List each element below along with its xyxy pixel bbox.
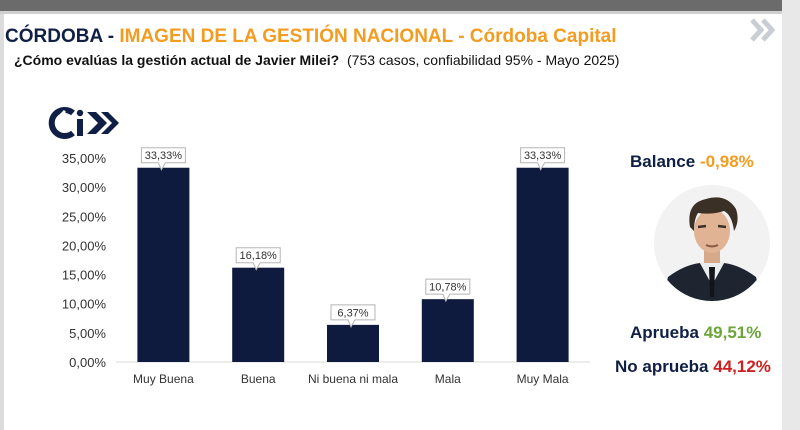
bar <box>137 167 190 362</box>
x-tick-label: Ni buena ni mala <box>308 372 398 386</box>
y-tick-label: 5,00% <box>69 326 106 341</box>
data-label: 33,33% <box>524 150 562 162</box>
aprueba-value: 49,51% <box>703 323 762 342</box>
window-top-bar <box>0 0 800 14</box>
window-right-edge <box>782 0 800 430</box>
x-tick-label: Muy Buena <box>133 372 194 386</box>
title-topic: IMAGEN DE LA GESTIÓN NACIONAL - Córdoba … <box>119 26 617 47</box>
data-label: 33,33% <box>145 150 183 162</box>
bar <box>327 324 379 362</box>
title-region: CÓRDOBA - <box>5 26 120 47</box>
balance-label: Balance <box>630 152 696 171</box>
data-label-callout <box>140 147 186 171</box>
window-top-bar-inner <box>0 0 782 11</box>
no-aprueba-value: 44,12% <box>713 357 771 376</box>
data-label-callout <box>520 147 566 171</box>
y-tick-label: 15,00% <box>62 268 107 283</box>
aprueba-summary: Aprueba 49,51% <box>630 323 761 343</box>
data-label: 10,78% <box>429 282 467 294</box>
balance-value: -0,98% <box>699 152 754 171</box>
data-label-callout <box>425 278 471 303</box>
x-tick-label: Muy Mala <box>517 372 569 386</box>
no-aprueba-label: No aprueba <box>615 357 709 376</box>
window-left-edge <box>0 14 4 430</box>
bar-chart: 0,00% 5,00% 10,00% 15,00% 20,00% 25,00% 30,00%… <box>62 147 590 386</box>
ci-logo <box>48 107 119 139</box>
no-aprueba-summary: No aprueba 44,12% <box>615 357 771 377</box>
page-subtitle: ¿Cómo evalúas la gestión actual de Javie… <box>14 52 619 68</box>
portrait-illustration <box>654 185 770 301</box>
subtitle-question: ¿Cómo evalúas la gestión actual de Javie… <box>14 52 340 68</box>
bar <box>232 267 285 362</box>
y-tick-label: 0,00% <box>69 355 106 370</box>
data-label-callout <box>330 304 376 328</box>
x-tick-label: Mala <box>435 372 461 386</box>
y-tick-label: 10,00% <box>62 297 107 312</box>
page-title: CÓRDOBA - IMAGEN DE LA GESTIÓN NACIONAL … <box>5 26 617 48</box>
bar <box>421 299 474 362</box>
y-tick-label: 25,00% <box>62 209 107 224</box>
data-label: 6,37% <box>337 307 368 319</box>
double-chevron-right-icon[interactable] <box>748 16 778 44</box>
subtitle-details: (753 casos, confiabilidad 95% - Mayo 202… <box>347 52 620 68</box>
y-tick-label: 30,00% <box>62 180 107 195</box>
data-label: 16,18% <box>240 250 278 262</box>
data-label-callout <box>235 247 281 271</box>
bar <box>516 167 569 362</box>
aprueba-label: Aprueba <box>630 323 699 342</box>
x-tick-label: Buena <box>241 372 276 386</box>
y-tick-label: 35,00% <box>62 151 107 166</box>
portrait-photo <box>654 185 770 301</box>
balance-summary: Balance -0,98% <box>630 152 754 172</box>
y-tick-label: 20,00% <box>62 238 107 253</box>
